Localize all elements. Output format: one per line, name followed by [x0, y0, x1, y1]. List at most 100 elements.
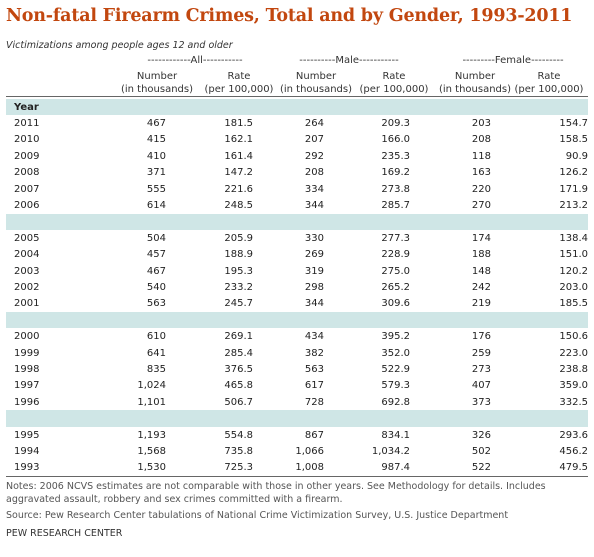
- year-header-row: Year: [6, 99, 588, 116]
- value-cell: 504: [146, 232, 166, 244]
- year-cell: 2010: [14, 134, 40, 146]
- value-cell: 163: [471, 167, 491, 179]
- table-top-rule: [6, 96, 588, 97]
- value-cell: 410: [146, 150, 166, 162]
- value-cell: 269.1: [224, 331, 253, 343]
- value-cell: 506.7: [224, 396, 253, 408]
- band-separator: [6, 312, 588, 329]
- value-cell: 138.4: [559, 232, 588, 244]
- col-header-female-rate: Rate (per 100,000): [514, 71, 584, 95]
- table-row: 2001 563 245.7 344 309.6 219 185.5: [6, 296, 588, 312]
- band-separator: [6, 410, 588, 427]
- value-cell: 176: [471, 331, 491, 343]
- value-cell: 1,024: [137, 380, 166, 392]
- col-header-all-rate: Rate (per 100,000): [204, 71, 274, 95]
- table-bottom-rule: [6, 476, 588, 477]
- value-cell: 148: [471, 265, 491, 277]
- value-cell: 1,008: [295, 462, 324, 474]
- value-cell: 1,193: [137, 429, 166, 441]
- value-cell: 735.8: [224, 445, 253, 457]
- value-cell: 174: [471, 232, 491, 244]
- value-cell: 456.2: [559, 445, 588, 457]
- table-row: 1999 641 285.4 382 352.0 259 223.0: [6, 345, 588, 361]
- table-row: 1998 835 376.5 563 522.9 273 238.8: [6, 361, 588, 377]
- value-cell: 382: [304, 347, 324, 359]
- value-cell: 245.7: [224, 298, 253, 310]
- value-cell: 151.0: [559, 249, 588, 261]
- year-cell: 1993: [14, 462, 40, 474]
- value-cell: 376.5: [224, 363, 253, 375]
- value-cell: 120.2: [559, 265, 588, 277]
- value-cell: 90.9: [565, 150, 588, 162]
- year-cell: 2005: [14, 232, 40, 244]
- table-row: 1993 1,530 725.3 1,008 987.4 522 479.5: [6, 460, 588, 476]
- value-cell: 213.2: [559, 200, 588, 212]
- value-cell: 395.2: [381, 331, 410, 343]
- credit: PEW RESEARCH CENTER: [6, 528, 123, 539]
- value-cell: 344: [304, 200, 324, 212]
- value-cell: 579.3: [381, 380, 410, 392]
- value-cell: 319: [304, 265, 324, 277]
- value-cell: 228.9: [381, 249, 410, 261]
- table-row: 2002 540 233.2 298 265.2 242 203.0: [6, 279, 588, 295]
- value-cell: 371: [146, 167, 166, 179]
- year-cell: 1999: [14, 347, 40, 359]
- value-cell: 277.3: [381, 232, 410, 244]
- value-cell: 834.1: [381, 429, 410, 441]
- value-cell: 563: [304, 363, 324, 375]
- value-cell: 161.4: [224, 150, 253, 162]
- value-cell: 166.0: [381, 134, 410, 146]
- table-row: 1996 1,101 506.7 728 692.8 373 332.5: [6, 394, 588, 410]
- value-cell: 273: [471, 363, 491, 375]
- col-header-male-rate: Rate (per 100,000): [359, 71, 429, 95]
- value-cell: 332.5: [559, 396, 588, 408]
- value-cell: 728: [304, 396, 324, 408]
- value-cell: 352.0: [381, 347, 410, 359]
- value-cell: 1,034.2: [371, 445, 410, 457]
- value-cell: 614: [146, 200, 166, 212]
- col-header-male-number: Number (in thousands): [279, 71, 353, 95]
- value-cell: 203.0: [559, 281, 588, 293]
- table-row: 2008 371 147.2 208 169.2 163 126.2: [6, 165, 588, 181]
- year-cell: 2007: [14, 183, 40, 195]
- value-cell: 118: [471, 150, 491, 162]
- value-cell: 269: [304, 249, 324, 261]
- value-cell: 188.9: [224, 249, 253, 261]
- year-cell: 1996: [14, 396, 40, 408]
- value-cell: 467: [146, 265, 166, 277]
- value-cell: 207: [304, 134, 324, 146]
- page-title: Non-fatal Firearm Crimes, Total and by G…: [6, 6, 573, 26]
- value-cell: 169.2: [381, 167, 410, 179]
- value-cell: 126.2: [559, 167, 588, 179]
- value-cell: 242: [471, 281, 491, 293]
- value-cell: 223.0: [559, 347, 588, 359]
- value-cell: 209.3: [381, 118, 410, 130]
- value-cell: 293.6: [559, 429, 588, 441]
- value-cell: 309.6: [381, 298, 410, 310]
- value-cell: 188: [471, 249, 491, 261]
- value-cell: 220: [471, 183, 491, 195]
- value-cell: 479.5: [559, 462, 588, 474]
- group-header-all: ------------All-----------: [147, 55, 243, 66]
- value-cell: 219: [471, 298, 491, 310]
- table-row: 2004 457 188.9 269 228.9 188 151.0: [6, 247, 588, 263]
- value-cell: 467: [146, 118, 166, 130]
- table-row: 1997 1,024 465.8 617 579.3 407 359.0: [6, 378, 588, 394]
- value-cell: 407: [471, 380, 491, 392]
- col-header-all-number: Number (in thousands): [120, 71, 194, 95]
- value-cell: 162.1: [224, 134, 253, 146]
- value-cell: 195.3: [224, 265, 253, 277]
- value-cell: 292: [304, 150, 324, 162]
- value-cell: 641: [146, 347, 166, 359]
- data-table: Year 2011 467 181.5 264 209.3 203 154.7 2010 415…: [6, 99, 588, 476]
- year-header: Year: [6, 99, 86, 116]
- value-cell: 235.3: [381, 150, 410, 162]
- year-cell: 2003: [14, 265, 40, 277]
- value-cell: 221.6: [224, 183, 253, 195]
- value-cell: 275.0: [381, 265, 410, 277]
- value-cell: 867: [304, 429, 324, 441]
- value-cell: 725.3: [224, 462, 253, 474]
- value-cell: 457: [146, 249, 166, 261]
- value-cell: 270: [471, 200, 491, 212]
